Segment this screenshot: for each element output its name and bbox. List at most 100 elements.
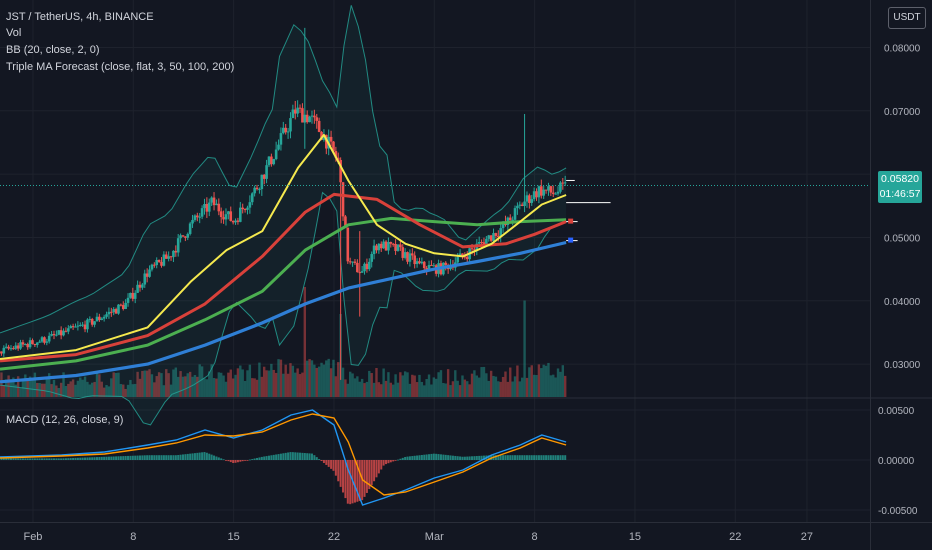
macd-histogram-bar [545, 455, 548, 460]
bollinger-bands-label[interactable]: BB (20, close, 2, 0) [6, 44, 100, 56]
candle-body [508, 217, 512, 221]
volume-bar [468, 384, 471, 397]
macd-histogram-bar [279, 453, 282, 460]
volume-bar [193, 375, 197, 397]
volume-bar [344, 379, 347, 397]
candle-body [250, 193, 254, 203]
volume-bar [332, 359, 335, 397]
macd-histogram-bar [533, 455, 536, 460]
macd-histogram-bar [33, 458, 36, 460]
candle-body [131, 292, 135, 299]
candle-body [415, 261, 419, 265]
volume-bar [439, 370, 443, 397]
candle-body [93, 321, 96, 325]
triple-ma-label[interactable]: Triple MA Forecast (close, flat, 3, 50, … [6, 61, 235, 73]
currency-button[interactable]: USDT [888, 7, 926, 29]
volume-bar [110, 378, 113, 397]
volume-bar [76, 380, 80, 397]
volume-bar [234, 374, 237, 397]
macd-histogram-bar [141, 455, 144, 460]
volume-bar [16, 376, 20, 397]
candle-body [313, 115, 316, 118]
volume-bar [155, 376, 158, 397]
candle-body [200, 208, 204, 217]
candle-body [174, 250, 178, 253]
macd-histogram-bar [105, 456, 108, 460]
candle-body [296, 107, 299, 114]
macd-histogram-bar [494, 455, 497, 460]
volume-bar [305, 360, 309, 397]
candle-body [537, 186, 541, 198]
candle-body [320, 131, 323, 141]
volume-bar [217, 372, 221, 397]
candle-body [382, 241, 385, 249]
candle-body [277, 144, 280, 150]
macd-histogram-bar [81, 457, 84, 460]
macd-histogram-bar [224, 460, 227, 461]
candle-body [375, 245, 378, 251]
macd-histogram-bar [482, 455, 485, 460]
volume-bar [102, 387, 106, 397]
volume-bar [535, 375, 538, 397]
macd-indicator-label[interactable]: MACD (12, 26, close, 9) [6, 414, 124, 426]
volume-bar [530, 365, 533, 397]
candle-body [219, 211, 223, 218]
volume-bar [358, 381, 361, 397]
volume-bar [24, 374, 27, 397]
volume-bar [482, 366, 486, 397]
candle-body [301, 108, 304, 123]
volume-bar [129, 379, 132, 397]
macd-histogram-bar [21, 458, 24, 460]
macd-histogram-bar [95, 457, 98, 460]
candle-body [542, 189, 545, 196]
macd-histogram-bar [559, 455, 562, 460]
macd-histogram-bar [342, 460, 345, 493]
volume-bar [296, 368, 299, 397]
candle-body [35, 342, 39, 346]
volume-bar [470, 373, 474, 397]
candle-body [513, 208, 517, 220]
macd-histogram-bar [473, 456, 476, 460]
candle-body [370, 254, 373, 262]
volume-bar [434, 378, 438, 397]
macd-histogram-bar [315, 457, 318, 460]
macd-histogram-bar [303, 453, 306, 460]
volume-bar [313, 364, 316, 397]
macd-histogram-bar [241, 460, 244, 462]
volume-bar [337, 362, 340, 397]
volume-indicator-label[interactable]: Vol [6, 27, 22, 39]
volume-bar [504, 371, 507, 397]
candle-body [71, 326, 75, 328]
candle-body [76, 325, 80, 327]
macd-histogram-bar [449, 455, 452, 460]
macd-histogram-bar [148, 455, 151, 460]
candle-body [293, 109, 297, 114]
volume-bar [485, 373, 488, 397]
macd-histogram-bar [36, 458, 39, 460]
macd-histogram-bar [153, 455, 156, 460]
macd-histogram-bar [45, 458, 48, 460]
candle-body [145, 273, 149, 277]
macd-histogram-bar [499, 455, 502, 460]
candle-body [547, 186, 550, 191]
candle-body [110, 311, 113, 313]
volume-bar [272, 369, 275, 397]
macd-histogram-bar [263, 456, 266, 460]
time-axis-label: 15 [227, 531, 239, 543]
volume-bar [327, 358, 330, 397]
candle-body [112, 309, 116, 313]
candle-body [308, 116, 311, 123]
macd-histogram-bar [528, 455, 531, 460]
candle-body [477, 241, 481, 244]
volume-bar [260, 376, 264, 397]
macd-histogram-bar [143, 455, 146, 460]
macd-histogram-bar [258, 457, 261, 460]
volume-bar [370, 373, 373, 397]
candle-body [282, 127, 285, 134]
volume-bar [59, 382, 63, 397]
candle-body [69, 326, 73, 329]
macd-histogram-bar [91, 457, 94, 460]
candle-body [124, 302, 127, 310]
volume-bar [227, 372, 230, 397]
